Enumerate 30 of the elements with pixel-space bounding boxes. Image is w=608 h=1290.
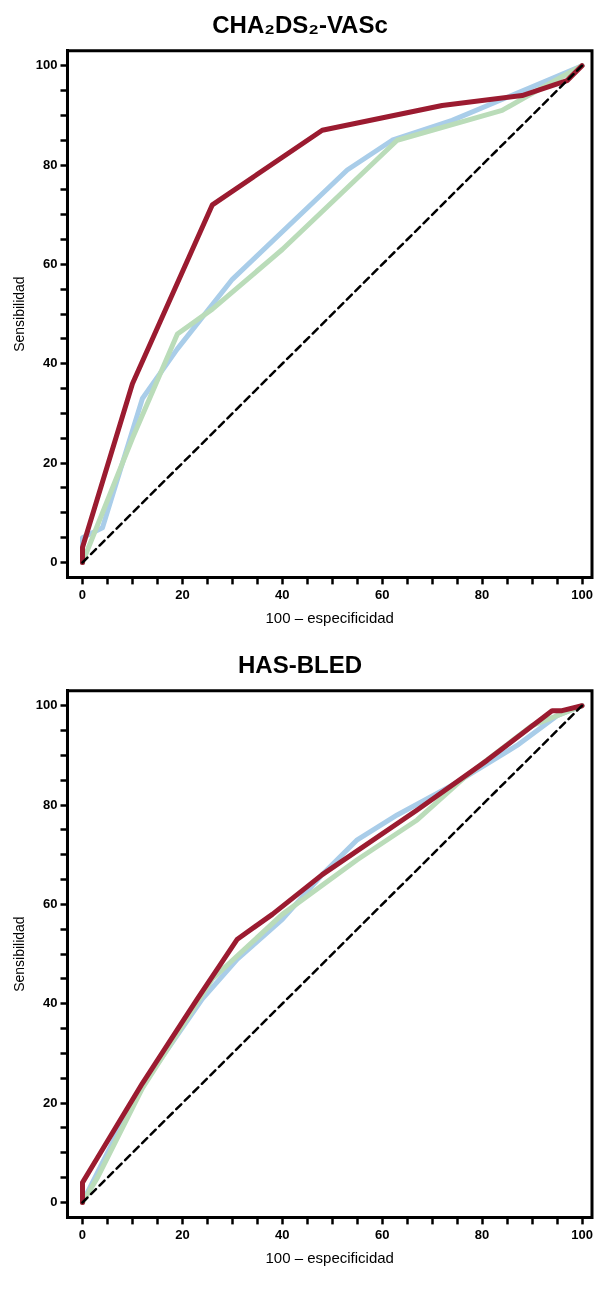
y-axis-title: Sensibilidad [11, 276, 28, 352]
x-tick-label: 20 [175, 1226, 190, 1242]
x-tick-label: 80 [474, 586, 490, 602]
x-axis-title: 100 – especificidad [265, 1249, 394, 1267]
x-tick-label: 60 [374, 1226, 390, 1242]
y-tick-label: 100 [35, 697, 58, 713]
x-tick-label: 100 [571, 586, 593, 602]
y-tick-label: 40 [43, 355, 58, 371]
x-tick-label: 20 [175, 586, 190, 602]
y-tick-label: 60 [43, 896, 58, 911]
y-tick-label: 0 [50, 1194, 58, 1210]
chart-title: HAS-BLED [238, 651, 362, 679]
x-axis-title: 100 – especificidad [265, 609, 394, 627]
x-tick-label: 60 [374, 586, 390, 602]
x-tick-label: 0 [78, 586, 87, 602]
y-tick-label: 40 [43, 995, 58, 1011]
x-tick-label: 0 [78, 1226, 87, 1242]
y-axis-title: Sensibilidad [11, 916, 28, 992]
x-tick-label: 80 [474, 1226, 490, 1242]
y-tick-label: 100 [35, 57, 58, 73]
y-tick-label: 80 [43, 156, 58, 172]
x-tick-label: 40 [275, 1226, 290, 1242]
y-tick-label: 80 [43, 796, 58, 812]
y-tick-label: 20 [43, 454, 58, 470]
x-tick-label: 100 [571, 1226, 593, 1242]
x-tick-label: 40 [275, 586, 290, 602]
y-tick-label: 60 [43, 256, 58, 271]
y-tick-label: 20 [43, 1094, 58, 1110]
y-tick-label: 0 [50, 554, 58, 570]
chart-title: CHA₂DS₂-VASc [212, 11, 388, 39]
